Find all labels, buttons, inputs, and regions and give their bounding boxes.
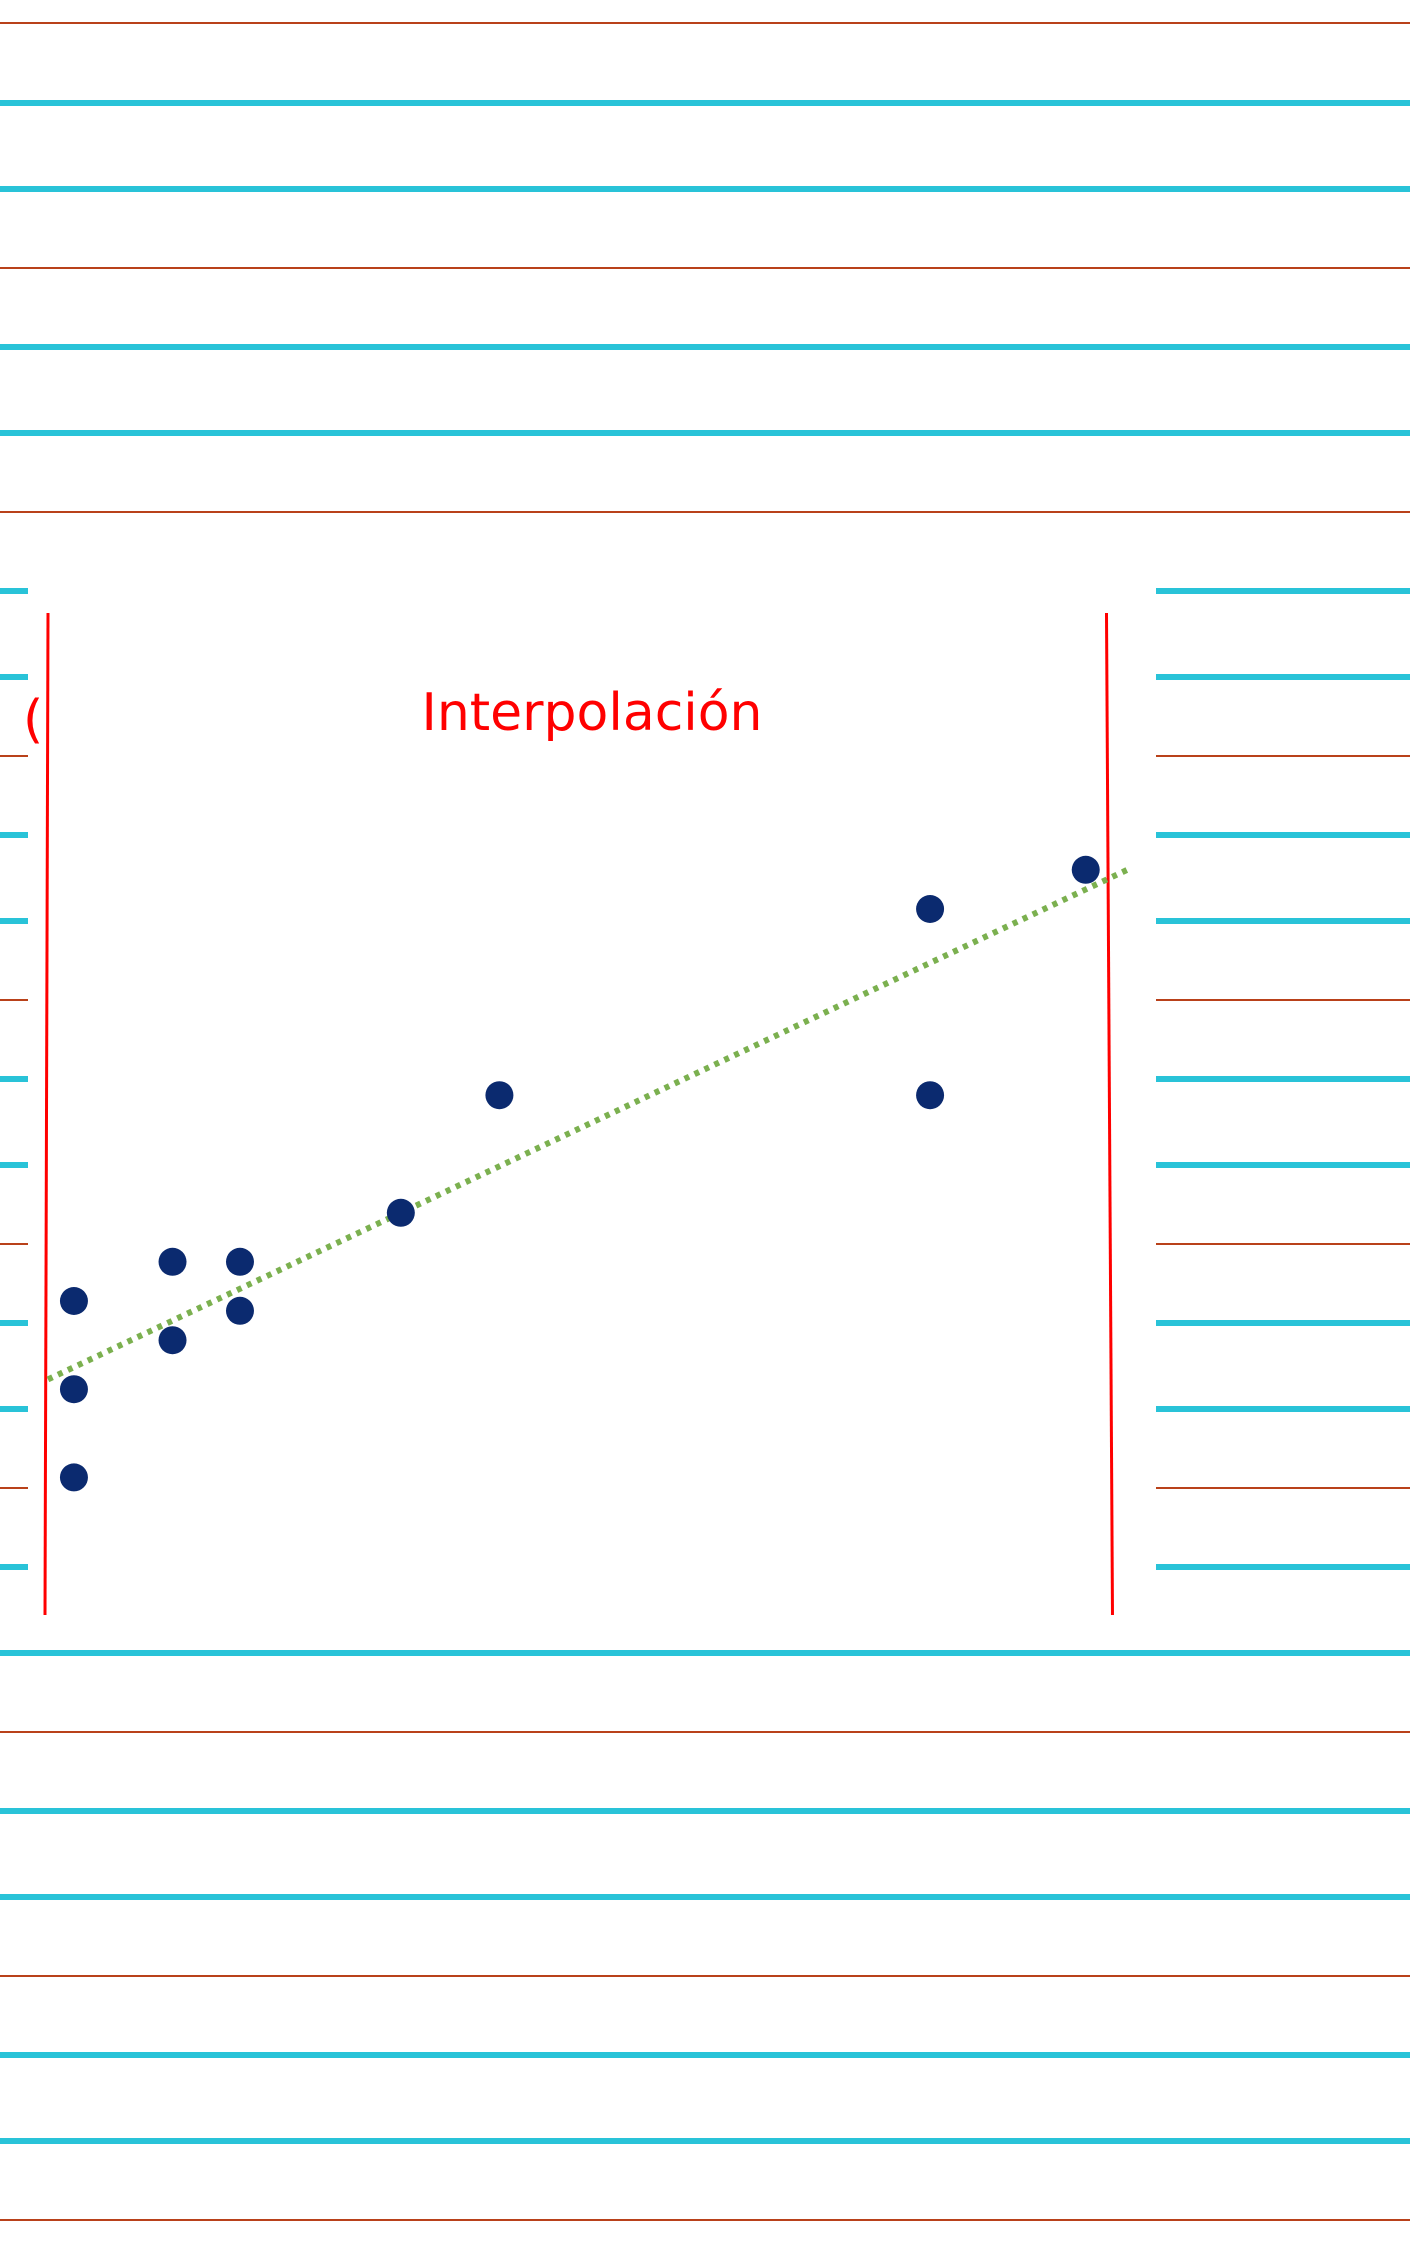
cropped-text-fragment: ( (23, 690, 44, 750)
data-point-3 (158, 1326, 187, 1355)
data-point-6 (225, 1247, 254, 1276)
data-point-11 (1071, 855, 1100, 884)
data-point-0 (59, 1463, 88, 1492)
data-point-5 (225, 1296, 254, 1325)
chart-title: Interpolación (421, 683, 763, 743)
data-point-1 (59, 1375, 88, 1404)
data-point-4 (158, 1247, 187, 1276)
data-point-7 (386, 1198, 415, 1227)
data-point-9 (916, 1081, 945, 1110)
boundary-line-left (43, 612, 50, 1616)
trend-line (46, 867, 1129, 1383)
data-point-2 (59, 1287, 88, 1315)
data-point-10 (916, 895, 945, 923)
data-point-8 (485, 1081, 514, 1110)
interpolation-chart: Interpolación (28, 575, 1156, 1635)
boundary-line-right (1104, 612, 1114, 1616)
chart-plot-area (43, 612, 1129, 1616)
